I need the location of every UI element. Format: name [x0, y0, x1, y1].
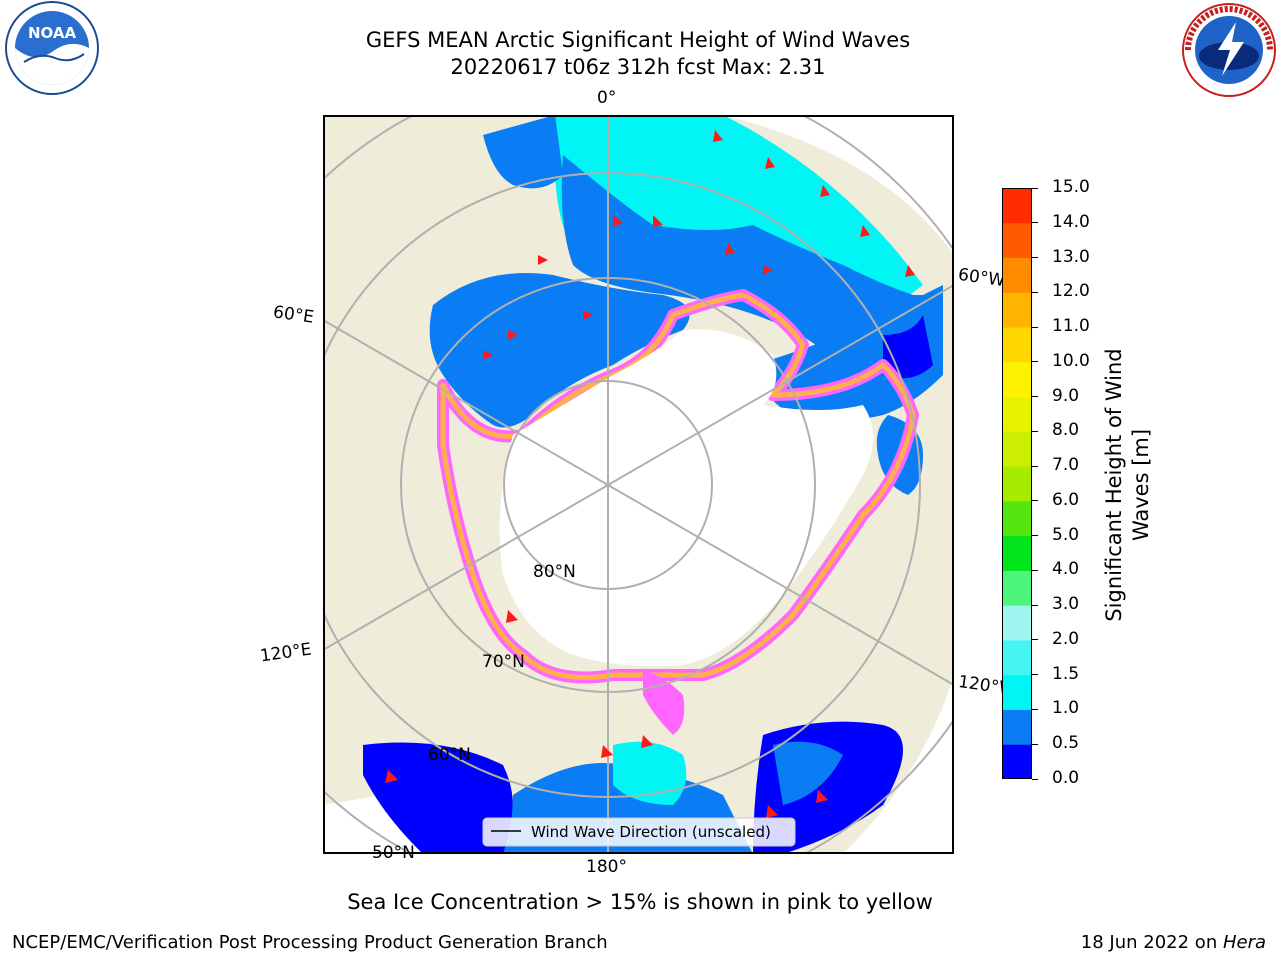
- colorbar-tick-mark: [1032, 222, 1038, 224]
- lat-label-50: 50°N: [372, 843, 415, 863]
- credit-date: 18 Jun 2022 on: [1080, 932, 1223, 953]
- credit-left: NCEP/EMC/Verification Post Processing Pr…: [12, 932, 608, 953]
- colorbar: [1002, 188, 1032, 779]
- credit-right: 18 Jun 2022 on Hera: [1081, 932, 1266, 953]
- meridian-60e: [323, 319, 609, 486]
- colorbar-tick-label: 12.0: [1052, 281, 1090, 302]
- colorbar-segment: [1002, 500, 1032, 537]
- no-data-region: [843, 675, 954, 854]
- colorbar-segment: [1002, 188, 1032, 224]
- colorbar-tick-mark: [1032, 500, 1038, 502]
- colorbar-tick-mark: [1032, 569, 1038, 571]
- colorbar-tick-label: 6.0: [1052, 489, 1080, 510]
- colorbar-label: Significant Height of Wind Waves [m]: [1101, 348, 1155, 621]
- colorbar-segment: [1002, 431, 1032, 467]
- lon-label-60e: 60°E: [271, 302, 316, 328]
- colorbar-tick-label: 15.0: [1052, 177, 1090, 197]
- colorbar-segment: [1002, 535, 1032, 571]
- colorbar-segment: [1002, 709, 1032, 745]
- colorbar-tick-mark: [1032, 778, 1038, 780]
- colorbar-tick-mark: [1032, 430, 1038, 432]
- colorbar-tick-label: 14.0: [1052, 211, 1090, 232]
- colorbar-tick-label: 13.0: [1052, 246, 1090, 267]
- lat-label-70: 70°N: [482, 652, 525, 672]
- colorbar-tick-label: 2.0: [1052, 628, 1080, 649]
- lon-label-120e: 120°E: [258, 639, 313, 667]
- colorbar-segment: [1002, 396, 1032, 432]
- colorbar-segment: [1002, 327, 1032, 363]
- polar-map: Wind Wave Direction (unscaled): [323, 115, 954, 854]
- credit-host: Hera: [1222, 932, 1266, 953]
- atlantic-waves-mid: [561, 155, 923, 350]
- footnote: Sea Ice Concentration > 15% is shown in …: [347, 890, 933, 914]
- chart-title: GEFS MEAN Arctic Significant Height of W…: [365, 28, 911, 52]
- colorbar-tick-label: 1.5: [1052, 663, 1080, 684]
- noaa-logo-text: NOAA: [28, 24, 77, 42]
- wind-arrows: [385, 130, 915, 818]
- lon-label-0: 0°: [597, 88, 617, 108]
- noaa-logo: NOAA: [5, 1, 99, 95]
- colorbar-tick-label: 0.5: [1052, 733, 1080, 754]
- colorbar-tick-label: 5.0: [1052, 524, 1080, 545]
- colorbar-tick-label: 10.0: [1052, 350, 1090, 371]
- colorbar-tick-label: 9.0: [1052, 385, 1080, 406]
- colorbar-segment: [1002, 570, 1032, 606]
- colorbar-segment: [1002, 292, 1032, 328]
- colorbar-tick-mark: [1032, 326, 1038, 328]
- lon-label-60w: 60°W: [956, 264, 1007, 292]
- map-border: [323, 115, 954, 854]
- colorbar-segment: [1002, 222, 1032, 259]
- chart-subtitle: 20220617 t06z 312h fcst Max: 2.31: [450, 55, 826, 79]
- colorbar-tick-label: 3.0: [1052, 594, 1080, 615]
- colorbar-tick-label: 11.0: [1052, 316, 1090, 337]
- sea-ice-pack: [499, 329, 873, 667]
- meridian-120e: [323, 484, 609, 651]
- colorbar-tick-mark: [1032, 187, 1038, 189]
- colorbar-tick-mark: [1032, 604, 1038, 606]
- lat-label-60: 60°N: [428, 745, 471, 765]
- colorbar-tick-mark: [1032, 674, 1038, 676]
- graticule: [323, 115, 954, 854]
- colorbar-label-line1: Significant Height of Wind: [1102, 348, 1126, 622]
- colorbar-segment: [1002, 674, 1032, 710]
- colorbar-segment: [1002, 605, 1032, 641]
- colorbar-tick-mark: [1032, 396, 1038, 398]
- meridian-60w: [607, 284, 954, 486]
- colorbar-tick-label: 7.0: [1052, 455, 1080, 476]
- colorbar-label-line2: Waves [m]: [1129, 428, 1153, 542]
- colorbar-tick-label: 1.0: [1052, 698, 1080, 719]
- colorbar-segment: [1002, 361, 1032, 398]
- colorbar-tick-label: 8.0: [1052, 420, 1080, 441]
- colorbar-tick-mark: [1032, 291, 1038, 293]
- meridian-120w: [607, 484, 954, 686]
- colorbar-tick-mark: [1032, 708, 1038, 710]
- colorbar-tick-label: 0.0: [1052, 768, 1080, 788]
- no-data-region: [723, 115, 954, 255]
- colorbar-tick-mark: [1032, 639, 1038, 641]
- colorbar-segment: [1002, 744, 1032, 779]
- colorbar-tick-mark: [1032, 535, 1038, 537]
- map-legend: Wind Wave Direction (unscaled): [482, 817, 796, 847]
- lat-label-80: 80°N: [533, 562, 576, 582]
- colorbar-segment: [1002, 466, 1032, 502]
- colorbar-tick-mark: [1032, 743, 1038, 745]
- colorbar-tick-mark: [1032, 465, 1038, 467]
- legend-label: Wind Wave Direction (unscaled): [531, 823, 771, 841]
- lon-label-180: 180°: [586, 857, 627, 877]
- pacific-waves-west: [363, 742, 513, 854]
- colorbar-tick-label: 4.0: [1052, 559, 1080, 580]
- colorbar-segment: [1002, 257, 1032, 293]
- colorbar-tick-mark: [1032, 257, 1038, 259]
- colorbar-segment: [1002, 639, 1032, 676]
- colorbar-tick-mark: [1032, 361, 1038, 363]
- colorbar-border: [1002, 188, 1032, 779]
- nws-logo: [1182, 3, 1276, 97]
